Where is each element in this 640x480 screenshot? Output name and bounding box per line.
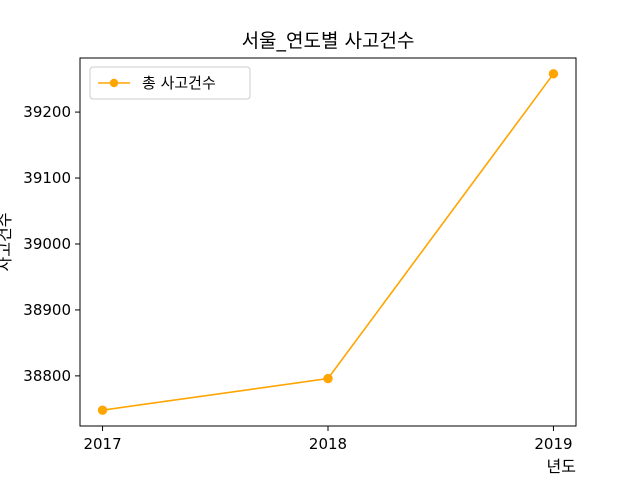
y-tick-label: 39100 bbox=[23, 169, 71, 187]
x-tick-label: 2017 bbox=[83, 435, 121, 453]
y-tick-label: 38900 bbox=[23, 301, 71, 319]
y-tick-label: 39200 bbox=[23, 103, 71, 121]
data-point bbox=[97, 405, 108, 415]
axis-ticks: 38800 38900 39000 39100 39200 2017 2018 2019 bbox=[23, 103, 572, 453]
y-tick-label: 39000 bbox=[23, 235, 71, 253]
data-point bbox=[323, 373, 333, 384]
x-tick-label: 2019 bbox=[534, 435, 572, 453]
data-point bbox=[548, 69, 559, 79]
x-axis-label: 년도 bbox=[547, 457, 576, 476]
legend: 총 사고건수 bbox=[89, 66, 251, 100]
x-tick-label: 2018 bbox=[309, 435, 347, 453]
series-layer bbox=[97, 69, 559, 415]
legend-marker bbox=[109, 78, 119, 88]
series-line bbox=[102, 73, 555, 411]
y-tick-label: 38800 bbox=[23, 367, 71, 385]
legend-label: 총 사고건수 bbox=[142, 74, 216, 92]
legend-box bbox=[89, 66, 251, 100]
chart-title: 서울_연도별 사고건수 bbox=[242, 30, 415, 52]
plot-frame bbox=[79, 57, 577, 427]
y-axis-label: 사고건수 bbox=[0, 213, 14, 272]
